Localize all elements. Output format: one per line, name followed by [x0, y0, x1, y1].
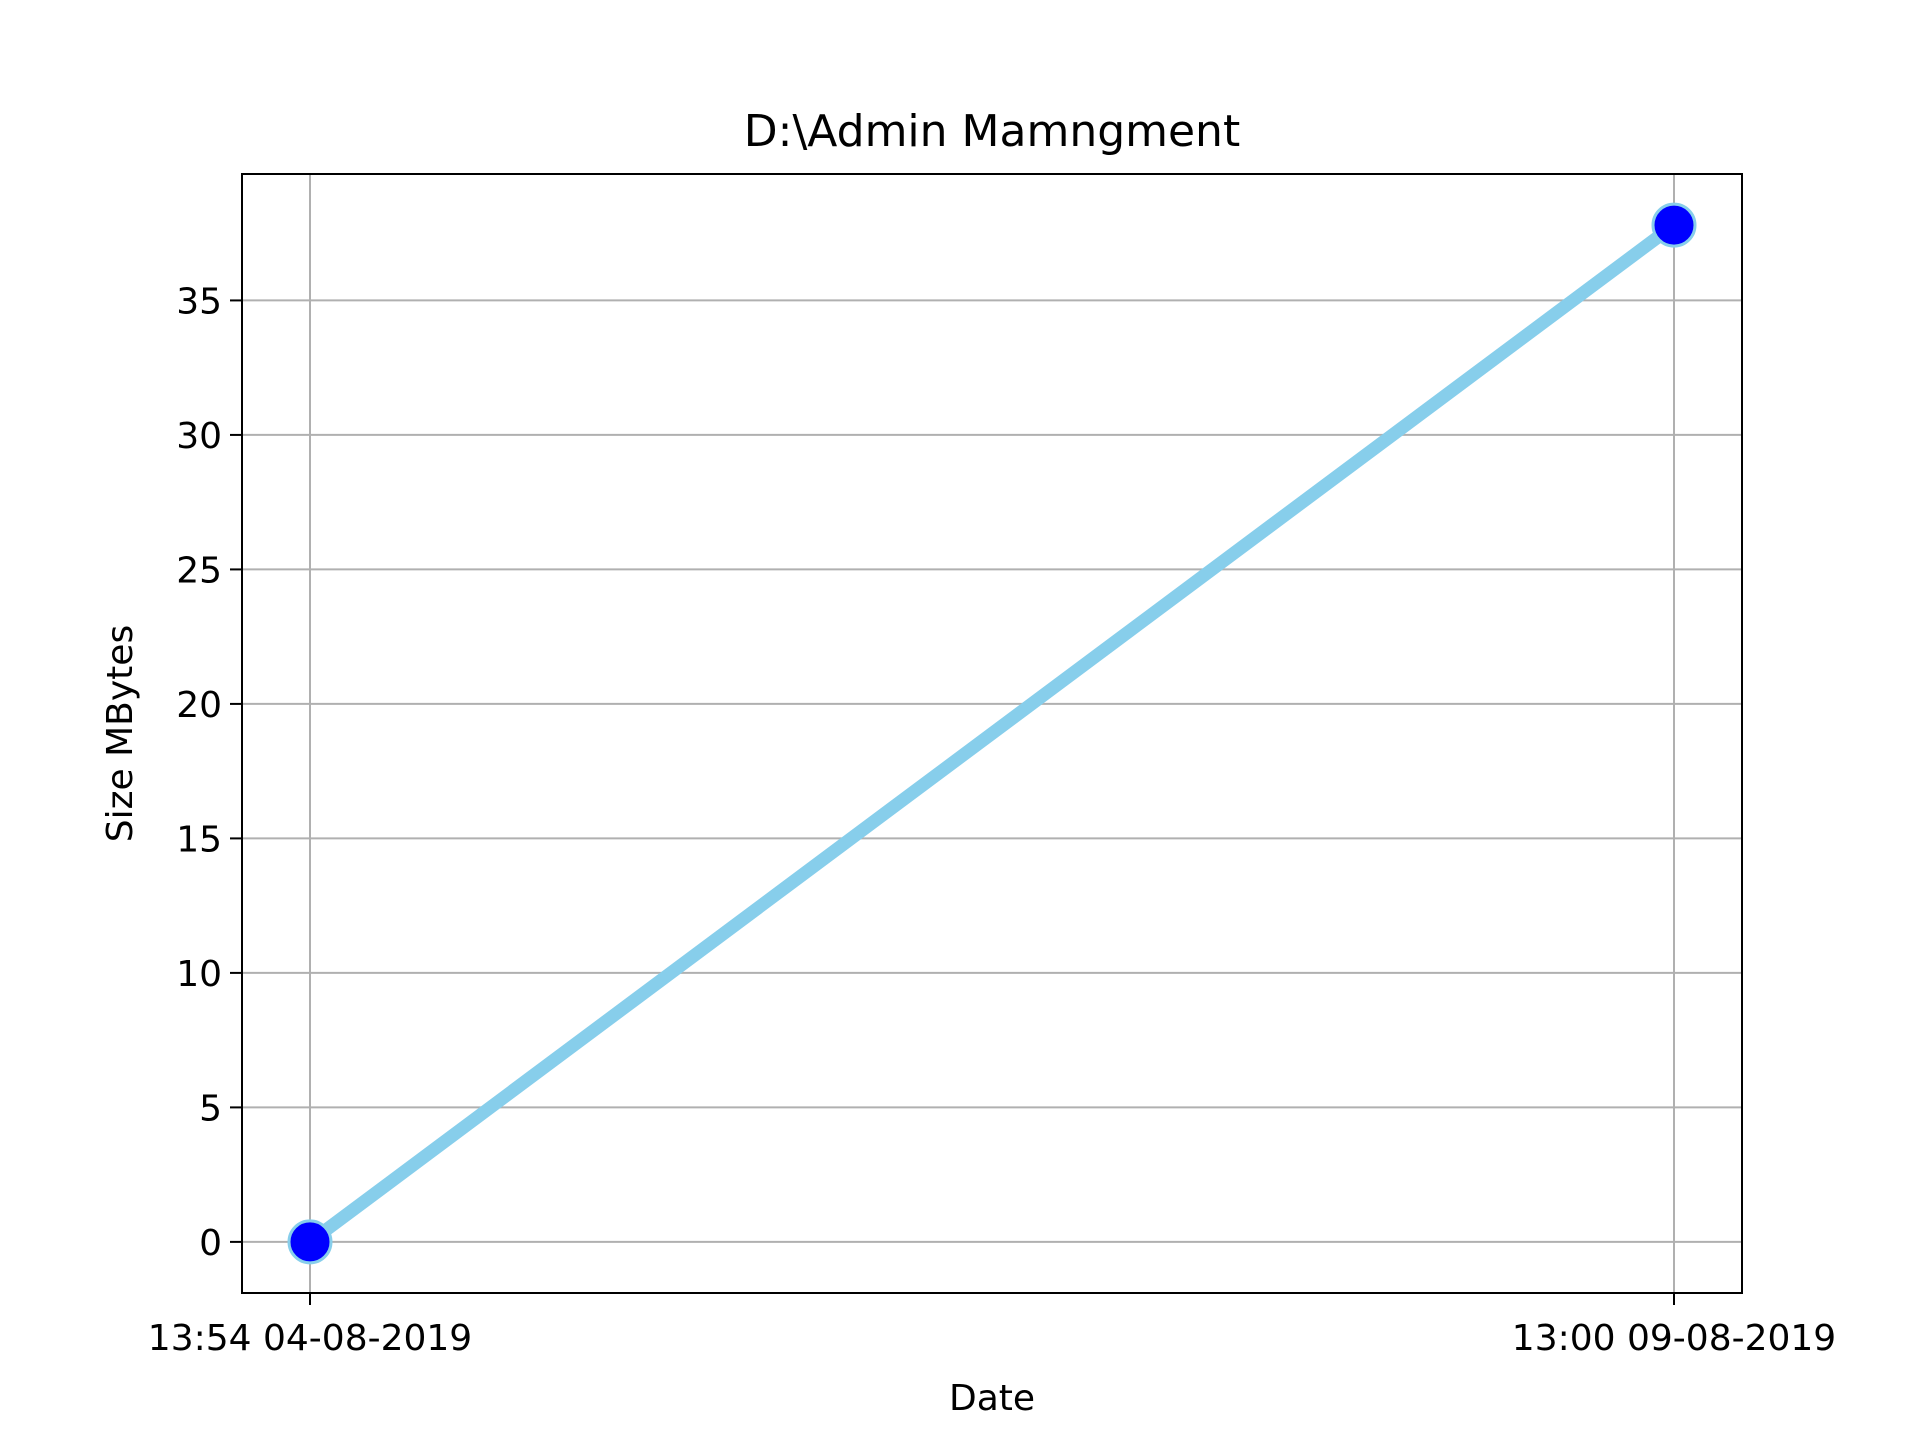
ticks: 0 5 10 15 20 25 30 35 13:54 04-08-2019 13:00 09-0… — [148, 281, 1836, 1359]
y-tick-label: 0 — [199, 1223, 222, 1264]
y-tick-label: 20 — [176, 685, 222, 726]
x-axis-label: Date — [949, 1378, 1035, 1419]
y-tick-label: 25 — [176, 550, 222, 591]
plot-frame — [241, 173, 1743, 1294]
series-line — [303, 218, 1681, 1249]
y-tick-label: 10 — [176, 954, 222, 995]
x-tick-label: 13:54 04-08-2019 — [148, 1318, 472, 1359]
y-tick-label: 5 — [199, 1088, 222, 1129]
y-tick-label: 30 — [176, 416, 222, 457]
x-tick-label: 13:00 09-08-2019 — [1512, 1318, 1836, 1359]
y-axis-label: Size MBytes — [100, 625, 141, 842]
chart-title: D:\Admin Mamngment — [744, 106, 1240, 157]
y-tick-label: 35 — [176, 281, 222, 322]
data-point — [287, 1219, 333, 1265]
series — [287, 202, 1697, 1265]
data-point — [1651, 202, 1697, 248]
y-tick-label: 15 — [176, 819, 222, 860]
